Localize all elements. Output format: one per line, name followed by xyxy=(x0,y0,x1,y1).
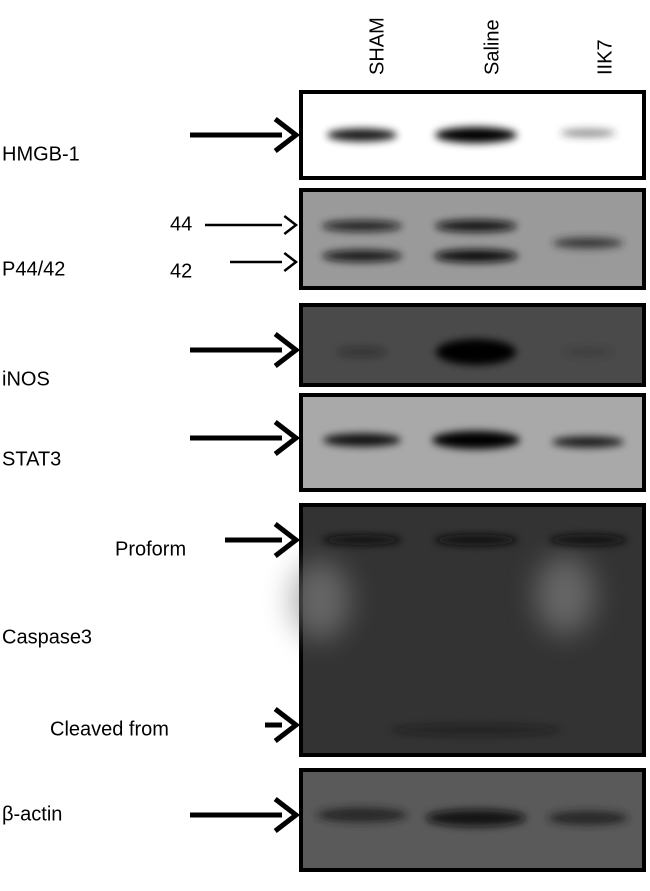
marker-label: 44 xyxy=(170,213,192,235)
band xyxy=(434,534,518,546)
band xyxy=(391,724,561,736)
band xyxy=(436,339,516,365)
arrow-head xyxy=(283,252,299,272)
band xyxy=(552,436,624,448)
arrow-head xyxy=(273,420,301,456)
band xyxy=(432,431,520,449)
arrow-head xyxy=(273,797,301,833)
band xyxy=(322,220,402,232)
band xyxy=(327,128,397,142)
marker-label: 42 xyxy=(170,260,192,282)
band xyxy=(317,807,407,823)
arrow-head xyxy=(273,117,301,153)
band xyxy=(435,127,517,143)
band xyxy=(563,348,613,356)
arrow-head xyxy=(273,332,301,368)
row-label: iNOS xyxy=(2,368,50,390)
band xyxy=(426,809,526,827)
row-label: Caspase3 xyxy=(2,626,92,648)
smear xyxy=(290,560,350,640)
lane-label: IIK7 xyxy=(594,39,616,75)
row-label: HMGB-1 xyxy=(2,143,80,165)
band-label: Proform xyxy=(115,538,186,560)
band xyxy=(553,237,623,249)
band xyxy=(323,433,401,447)
band xyxy=(548,811,628,825)
blot-panel xyxy=(299,503,646,757)
arrow-head xyxy=(283,215,299,235)
band xyxy=(435,220,517,232)
lane-label: Saline xyxy=(481,19,503,75)
band xyxy=(549,534,627,546)
band xyxy=(322,250,402,262)
band xyxy=(322,535,402,545)
lane-label: SHAM xyxy=(366,17,388,75)
band xyxy=(434,249,518,263)
row-label: β-actin xyxy=(2,803,62,825)
band xyxy=(337,347,387,357)
band xyxy=(560,129,616,137)
arrow-head xyxy=(273,522,301,558)
row-label: P44/42 xyxy=(2,258,65,280)
row-label: STAT3 xyxy=(2,448,61,470)
arrow-head xyxy=(273,707,301,743)
smear xyxy=(535,555,595,635)
band-label: Cleaved from xyxy=(50,718,169,740)
